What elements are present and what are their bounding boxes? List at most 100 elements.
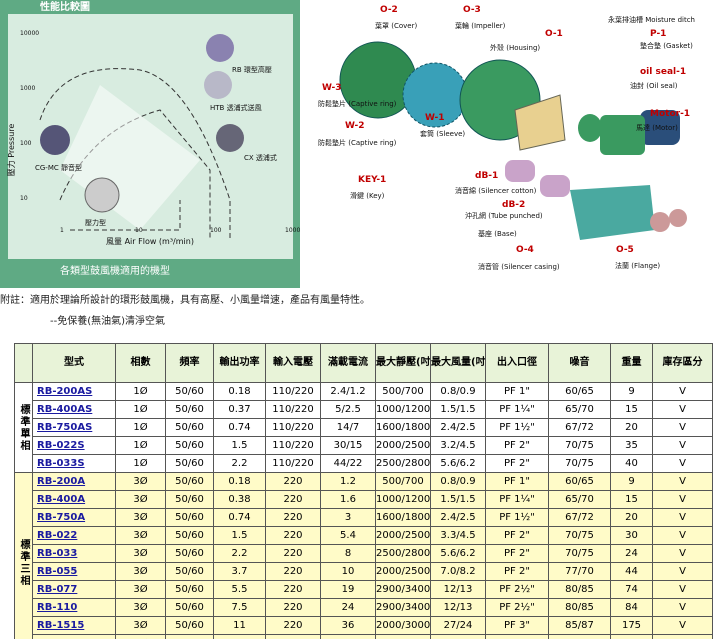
cell: 3.3/4.5	[430, 526, 486, 545]
cell: 5.4	[320, 526, 376, 545]
part-label: 油封 (Oil seal)	[630, 81, 678, 90]
cell: 70/75	[548, 436, 611, 455]
part-label: 永葉排油槽 Moisture ditch	[608, 15, 695, 24]
cell: 2.2	[213, 544, 266, 563]
cell: 44/22	[320, 454, 376, 473]
cell: 0.38	[213, 490, 266, 509]
cell: 65/70	[548, 400, 611, 419]
cell: 3Ø	[115, 490, 166, 509]
cell: 74	[610, 580, 653, 599]
part-code: O-4	[516, 245, 534, 255]
cell: 2900/3400	[375, 598, 431, 617]
cell: PF 1¼"	[485, 490, 549, 509]
part-code: W-2	[345, 121, 365, 131]
part-code: O-2	[380, 5, 398, 15]
cell: 77/70	[548, 562, 611, 581]
model-link[interactable]: RB-055	[37, 566, 78, 577]
cell: 1.5	[213, 526, 266, 545]
base	[570, 185, 655, 240]
cell: PF 1½"	[485, 508, 549, 527]
cell: 15	[610, 400, 653, 419]
cell: 1000/1200	[375, 490, 431, 509]
cell: 50/60	[165, 526, 214, 545]
model-link[interactable]: RB-033S	[37, 458, 85, 469]
motor-body	[600, 115, 645, 155]
cell: 44	[610, 562, 653, 581]
model-link[interactable]: RB-200A	[37, 476, 86, 487]
cell: 2.2	[213, 454, 266, 473]
cell: 220	[265, 616, 321, 635]
model-link[interactable]: RB-033	[37, 548, 78, 559]
column-header: 重量	[610, 343, 653, 383]
corner	[14, 343, 33, 383]
model-link[interactable]: RB-750A	[37, 512, 86, 523]
cell: 50/60	[165, 436, 214, 455]
chart-label: CG-MC 靜音型	[35, 163, 82, 172]
cell: 1.2	[320, 472, 376, 491]
part-label: 滑鍵 (Key)	[350, 191, 385, 200]
note: 附註：適用於理論所設計的環形鼓風機，具有高壓、小風量增速，產品有風量特性。	[0, 295, 370, 306]
cell: 1Ø	[115, 436, 166, 455]
cell: 30/15	[320, 436, 376, 455]
part-code: W-3	[322, 83, 342, 93]
row: RB-110 3Ø 50/60 7.5 220 24 2900/3400 12/13 PF 2½…	[15, 598, 713, 617]
model-link[interactable]: RB-077	[37, 584, 78, 595]
blower-icon	[204, 71, 232, 99]
cell: 1Ø	[115, 382, 166, 401]
cell: 7.0/8.2	[430, 562, 486, 581]
cell: RB-200AS	[32, 382, 116, 401]
group-label: 標準單相	[14, 382, 33, 473]
cell: 15	[213, 634, 266, 639]
row: RB-1515 3Ø 50/60 11 220 36 2000/3000 27/24 PF 3"…	[15, 616, 713, 635]
model-link[interactable]: RB-400AS	[37, 404, 93, 415]
curve	[39, 68, 231, 240]
cell: 182	[610, 634, 653, 639]
flange	[669, 209, 687, 227]
row: 標準三相 RB-200A 3Ø 50/60 0.18 220 1.2 500/700 0.8/0…	[14, 472, 713, 639]
cell: 1000/1200	[375, 400, 431, 419]
cell: 220	[265, 544, 321, 563]
row: RB-022S 1Ø 50/60 1.5 110/220 30/15 2000/2500 3.…	[15, 436, 713, 455]
cell: V	[652, 436, 713, 455]
cell: 50/60	[165, 562, 214, 581]
cell: RB-400A	[32, 490, 116, 509]
cell: 27/24	[430, 616, 486, 635]
model-link[interactable]: RB-750AS	[37, 422, 93, 433]
row: RB-400A 3Ø 50/60 0.38 220 1.6 1000/1200 1.5/1.5…	[15, 490, 713, 509]
cell: 1Ø	[115, 454, 166, 473]
model-link[interactable]: RB-022	[37, 530, 78, 541]
cell: PF 2"	[485, 454, 549, 473]
cell: PF 1"	[485, 382, 549, 401]
cell: PF 2"	[485, 526, 549, 545]
cell: 3Ø	[115, 580, 166, 599]
cell: 20	[610, 508, 653, 527]
model-link[interactable]: RB-1515	[37, 620, 85, 631]
cell: 19	[320, 580, 376, 599]
cell: 0.37	[213, 400, 266, 419]
cell: V	[652, 508, 713, 527]
x-axis-label: 風量 Air Flow (m³/min)	[106, 237, 194, 246]
model-link[interactable]: RB-022S	[37, 440, 85, 451]
cell: 0.18	[213, 382, 266, 401]
cell: RB-110	[32, 598, 116, 617]
cell: 10	[320, 562, 376, 581]
cell: RB-033S	[32, 454, 116, 473]
cell: 15	[610, 490, 653, 509]
row: RB-750AS 1Ø 50/60 0.74 110/220 14/7 1600/1800 2…	[15, 418, 713, 437]
row: RB-033 3Ø 50/60 2.2 220 8 2500/2800 5.6/6.2 PF 2…	[15, 544, 713, 563]
model-link[interactable]: RB-200AS	[37, 386, 93, 397]
part-label: 消音綿 (Silencer cotton)	[455, 186, 537, 195]
group-label: 標準三相	[14, 472, 33, 639]
cell: 220	[265, 526, 321, 545]
silencer	[540, 175, 570, 197]
cell: 2900/3400	[375, 580, 431, 599]
blower-icon	[84, 177, 120, 213]
cell: 80/85	[548, 598, 611, 617]
model-link[interactable]: RB-400A	[37, 494, 86, 505]
model-link[interactable]: RB-110	[37, 602, 78, 613]
part-label: 基座 (Base)	[478, 229, 517, 238]
cell: RB-750A	[32, 508, 116, 527]
row: RB-400AS 1Ø 50/60 0.37 110/220 5/2.5 1000/1200…	[15, 400, 713, 419]
